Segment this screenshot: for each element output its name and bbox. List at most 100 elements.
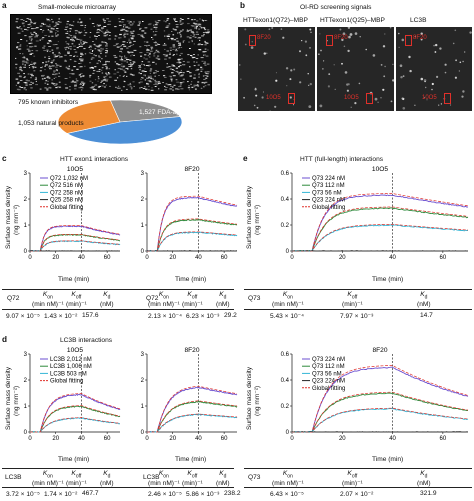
array-spot xyxy=(124,55,126,57)
array-spot xyxy=(58,81,61,83)
array-spot xyxy=(49,68,52,70)
array-spot xyxy=(40,67,43,69)
array-spot xyxy=(29,63,33,65)
array-spot xyxy=(172,65,175,66)
array-spot xyxy=(205,55,209,57)
array-spot xyxy=(65,87,69,89)
screen-spot xyxy=(439,47,442,50)
array-spot xyxy=(93,54,95,56)
array-spot xyxy=(26,48,30,50)
array-spot xyxy=(91,51,93,52)
array-spot xyxy=(28,84,32,86)
array-spot xyxy=(122,66,125,68)
array-spot xyxy=(57,55,60,57)
array-spot xyxy=(100,61,101,63)
array-spot xyxy=(131,35,135,37)
array-spot xyxy=(133,40,136,42)
panel-b-letter: b xyxy=(240,1,246,10)
array-spot xyxy=(157,50,160,52)
array-spot xyxy=(119,75,121,77)
array-spot xyxy=(204,44,207,46)
array-spot xyxy=(153,34,156,36)
screen-spot xyxy=(301,40,303,42)
array-spot xyxy=(153,53,155,55)
array-spot xyxy=(152,31,154,33)
array-spot xyxy=(77,31,80,33)
screen-spot xyxy=(420,38,423,41)
array-spot xyxy=(138,67,141,69)
array-spot xyxy=(190,83,192,85)
array-spot xyxy=(122,28,126,30)
screen-spot xyxy=(339,28,342,31)
array-spot xyxy=(138,65,141,67)
screen-spot xyxy=(318,53,320,55)
array-spot xyxy=(133,85,135,87)
array-spot xyxy=(176,62,179,64)
array-spot xyxy=(140,35,143,37)
array-spot xyxy=(76,82,78,84)
array-spot xyxy=(78,63,81,64)
array-spot xyxy=(23,77,25,79)
array-spot xyxy=(152,79,154,81)
legend-label: Q73 56 nM xyxy=(312,371,342,377)
array-spot xyxy=(49,30,53,32)
array-spot xyxy=(164,76,167,78)
array-spot xyxy=(89,45,92,47)
array-spot xyxy=(129,42,132,44)
array-spot xyxy=(195,58,199,59)
array-spot xyxy=(59,65,62,67)
array-spot xyxy=(74,88,77,90)
array-spot xyxy=(73,55,75,57)
series-line xyxy=(291,431,469,433)
array-spot xyxy=(83,41,87,43)
array-spot xyxy=(48,77,51,79)
array-spot xyxy=(47,60,50,62)
array-spot xyxy=(41,22,44,24)
panel-d-ylabel: Surface mass density xyxy=(5,366,12,430)
array-spot xyxy=(158,82,161,84)
screen-spot xyxy=(269,110,271,111)
array-spot xyxy=(138,82,141,84)
array-spot xyxy=(189,48,191,49)
array-spot xyxy=(65,41,67,43)
array-spot xyxy=(123,45,127,47)
kinetics-header-cell: Koff (min)⁻¹ xyxy=(342,291,363,309)
array-spot xyxy=(15,21,18,23)
array-spot xyxy=(53,56,56,58)
array-spot xyxy=(73,35,75,37)
screen-spot xyxy=(347,27,351,29)
fit-line xyxy=(147,195,238,252)
array-spot xyxy=(96,24,98,25)
array-spot xyxy=(83,75,85,77)
kinetics-value: 157.6 xyxy=(82,312,99,319)
fit-line xyxy=(292,193,469,252)
screen-spot xyxy=(414,35,416,38)
array-spot xyxy=(170,79,173,81)
array-spot xyxy=(94,66,97,68)
array-spot xyxy=(34,78,37,80)
array-spot xyxy=(189,66,191,68)
spot-label-8f20: 8F20 xyxy=(413,35,427,41)
y-tick-label: 0.6 xyxy=(281,171,290,177)
array-spot xyxy=(78,32,81,34)
array-spot xyxy=(108,72,110,73)
array-spot xyxy=(168,54,171,55)
array-spot xyxy=(133,49,137,51)
array-spot xyxy=(33,62,37,64)
screen-spot xyxy=(327,40,328,42)
screen-spot xyxy=(383,75,386,78)
array-spot xyxy=(15,84,17,86)
screen-spot xyxy=(263,52,266,55)
array-spot xyxy=(132,23,134,25)
kinetics-row-label-d: LC3B xyxy=(5,474,22,481)
kinetics-row-label-d2: LC3B xyxy=(143,474,160,481)
array-spot xyxy=(67,52,70,54)
pie-label-known-inhibitors: 795 known inhibitors xyxy=(18,99,79,106)
screen-spot xyxy=(348,35,351,39)
array-spot xyxy=(198,28,200,30)
array-spot xyxy=(105,50,108,51)
array-spot xyxy=(46,18,50,20)
array-spot xyxy=(114,69,116,71)
array-spot xyxy=(146,77,149,79)
array-spot xyxy=(20,39,23,40)
